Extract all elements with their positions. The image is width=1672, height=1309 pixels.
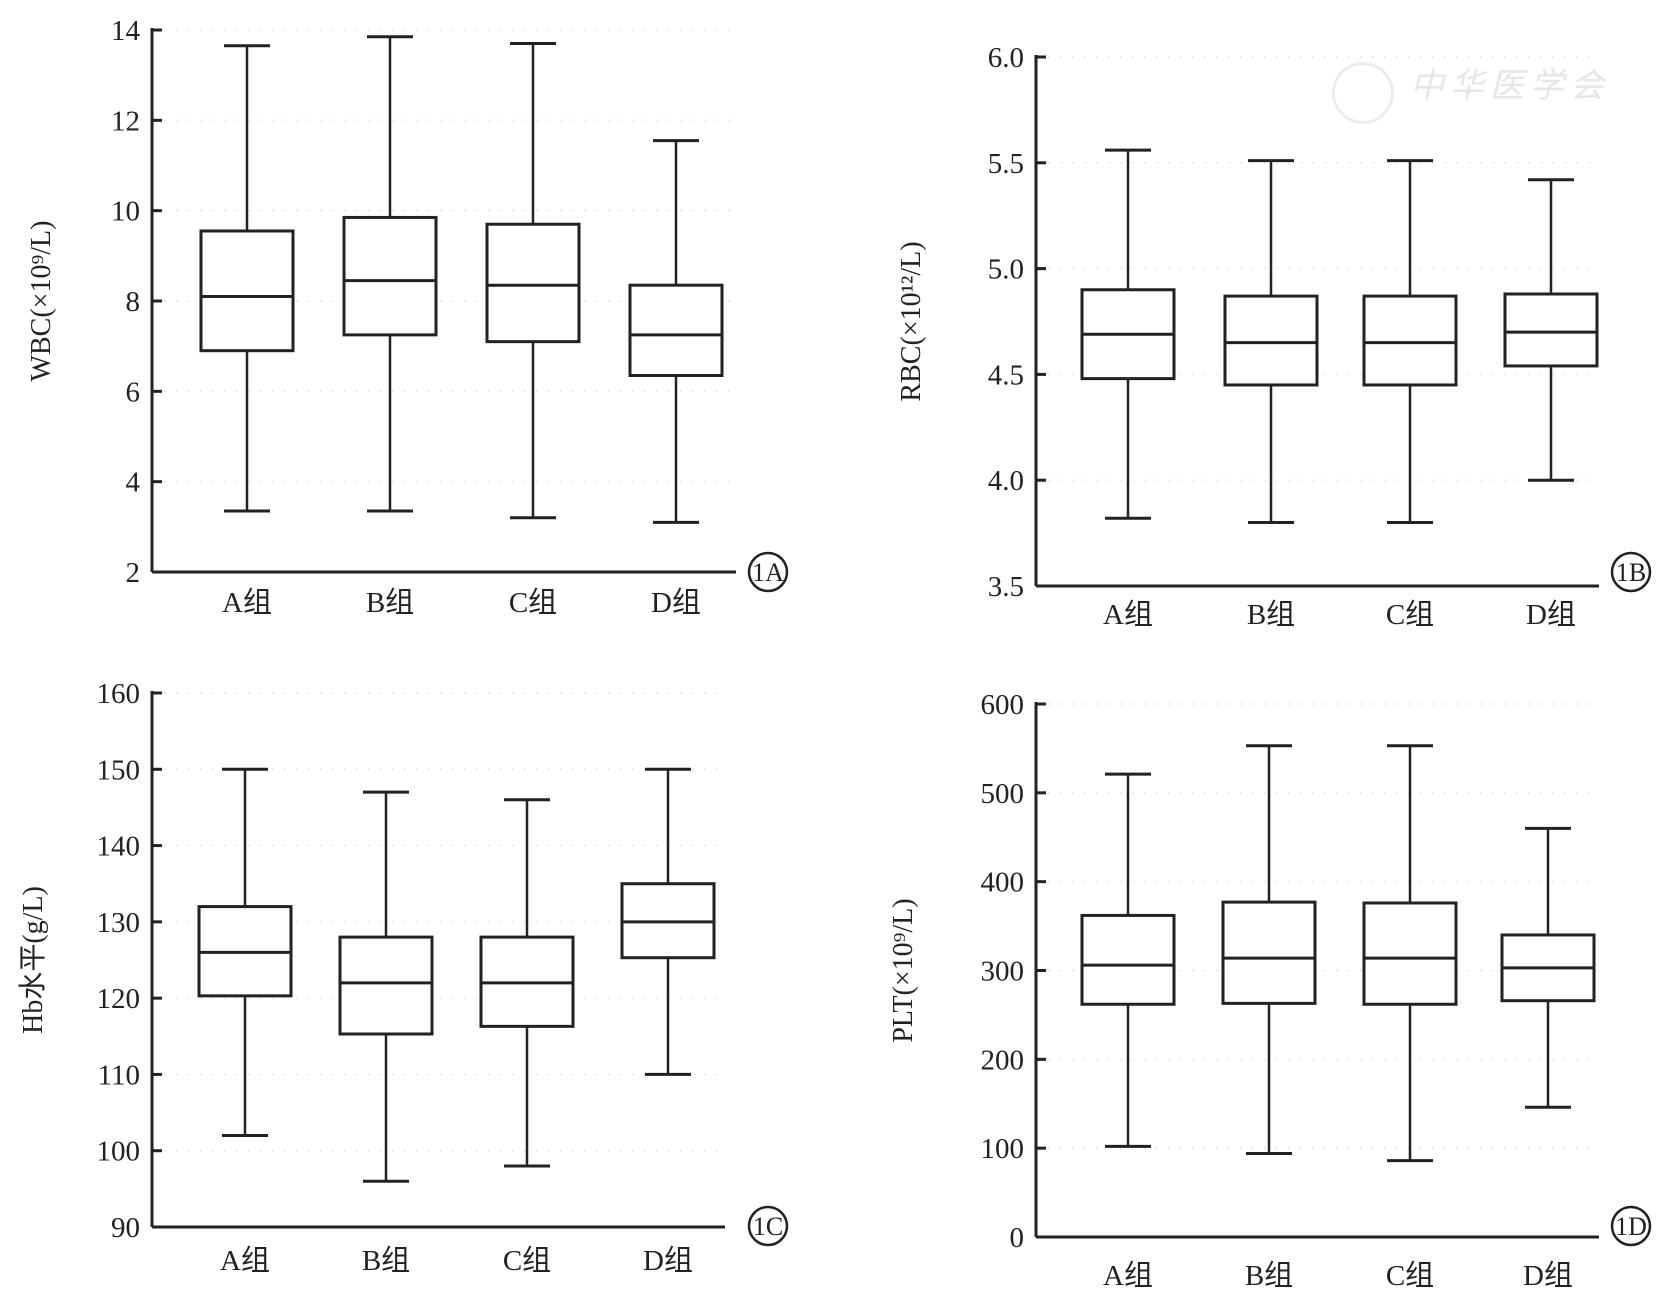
- y-tick-label: 10: [111, 196, 140, 228]
- iqr-box: [1080, 913, 1176, 1006]
- y-tick-label: 100: [981, 1133, 1025, 1165]
- panel-1c: 90 100 110 120 130 140 150 160 Hb水平(g/L) A组 B组 C组 D组…: [17, 678, 789, 1277]
- y-tick-label: 110: [98, 1059, 140, 1091]
- box-A组: [1080, 148, 1176, 520]
- x-category-label: D组: [1526, 598, 1576, 631]
- y-tick-label: 6.0: [988, 42, 1024, 74]
- y-tick-label: 300: [981, 956, 1025, 988]
- y-tick-label: 160: [97, 678, 141, 710]
- watermark-text: 中华医学会: [1410, 66, 1610, 106]
- y-tick-label: 3.5: [988, 571, 1024, 603]
- x-category-label: A组: [1103, 1259, 1153, 1292]
- society-seal-watermark: [1332, 62, 1394, 124]
- panel-label: 1B: [1616, 558, 1646, 587]
- x-category-label: B组: [1245, 1259, 1293, 1292]
- panel-1a: 2 4 6 8 10 12 14 WBC(×10⁹/L) A组 B组 C组 D组 1A: [26, 15, 789, 619]
- iqr-box: [1223, 294, 1319, 387]
- panel-label-circle: [1610, 1205, 1652, 1247]
- y-axis-label: WBC(×10⁹/L): [26, 221, 57, 382]
- y-tick-label: 12: [111, 105, 140, 137]
- panel-label: 1C: [753, 1212, 783, 1241]
- iqr-box: [342, 215, 438, 337]
- y-tick-label: 130: [97, 907, 141, 939]
- panel-label-circle: [747, 551, 789, 593]
- iqr-box: [338, 935, 434, 1036]
- y-tick-label: 500: [981, 778, 1025, 810]
- panel-label-circle: [747, 1205, 789, 1247]
- y-tick-label: 600: [981, 689, 1025, 721]
- y-tick-label: 200: [981, 1044, 1025, 1076]
- x-category-label: A组: [220, 1244, 270, 1277]
- box-A组: [199, 44, 295, 513]
- iqr-box: [1503, 292, 1599, 368]
- box-C组: [1362, 744, 1458, 1163]
- x-category-label: A组: [222, 586, 272, 619]
- y-tick-label: 4.0: [988, 465, 1024, 497]
- iqr-box: [485, 222, 581, 344]
- box-D组: [628, 139, 724, 524]
- y-tick-label: 4: [126, 467, 141, 499]
- panel-label: 1D: [1615, 1212, 1647, 1241]
- box-A组: [1080, 772, 1176, 1148]
- y-tick-label: 8: [126, 286, 141, 318]
- iqr-box: [199, 229, 295, 353]
- y-tick-label: 5.5: [988, 148, 1024, 180]
- x-category-label: D组: [643, 1244, 693, 1277]
- panel-label-circle: [1610, 551, 1652, 593]
- box-C组: [1362, 159, 1458, 525]
- y-tick-label: 140: [97, 831, 141, 863]
- y-tick-label: 2: [126, 557, 141, 589]
- x-category-label: C组: [509, 586, 557, 619]
- box-D组: [1500, 826, 1596, 1109]
- panel-1b: 3.5 4.0 4.5 5.0 5.5 6.0 RBC(×10¹²/L) A组 B组 C组 D组 1B: [896, 42, 1652, 631]
- x-category-label: C组: [1386, 1259, 1434, 1292]
- y-tick-label: 14: [111, 15, 141, 47]
- y-tick-label: 4.5: [988, 359, 1024, 391]
- iqr-box: [1362, 901, 1458, 1006]
- y-tick-label: 400: [981, 867, 1025, 899]
- y-tick-label: 150: [97, 754, 141, 786]
- y-axis-label: PLT(×10⁹/L): [888, 898, 919, 1042]
- iqr-box: [1362, 294, 1458, 387]
- x-category-label: B组: [362, 1244, 410, 1277]
- x-category-label: D组: [651, 586, 701, 619]
- x-category-label: D组: [1523, 1259, 1573, 1292]
- panel-label: 1A: [752, 558, 784, 587]
- x-category-label: B组: [366, 586, 414, 619]
- y-tick-label: 90: [111, 1212, 140, 1244]
- y-tick-label: 100: [97, 1136, 141, 1168]
- box-B组: [342, 35, 438, 513]
- y-axis-label: Hb水平(g/L): [17, 886, 49, 1034]
- box-B组: [1223, 159, 1319, 525]
- x-category-label: A组: [1103, 598, 1153, 631]
- y-tick-label: 6: [126, 376, 141, 408]
- panel-1d: 0 100 200 300 400 500 600 PLT(×10⁹/L) A组 B组 C组 D组 1D: [888, 689, 1652, 1292]
- box-C组: [485, 42, 581, 520]
- iqr-box: [628, 283, 724, 378]
- x-category-label: C组: [1386, 598, 1434, 631]
- box-B组: [338, 790, 434, 1183]
- box-C组: [479, 798, 575, 1168]
- y-tick-label: 5.0: [988, 254, 1024, 286]
- y-tick-label: 0: [1010, 1222, 1025, 1254]
- box-A组: [197, 767, 293, 1137]
- y-tick-label: 120: [97, 983, 141, 1015]
- y-axis-label: RBC(×10¹²/L): [896, 241, 927, 401]
- x-category-label: B组: [1247, 598, 1295, 631]
- iqr-box: [1221, 900, 1317, 1005]
- box-B组: [1221, 744, 1317, 1155]
- box-D组: [620, 767, 716, 1076]
- box-D组: [1503, 178, 1599, 482]
- x-category-label: C组: [503, 1244, 551, 1277]
